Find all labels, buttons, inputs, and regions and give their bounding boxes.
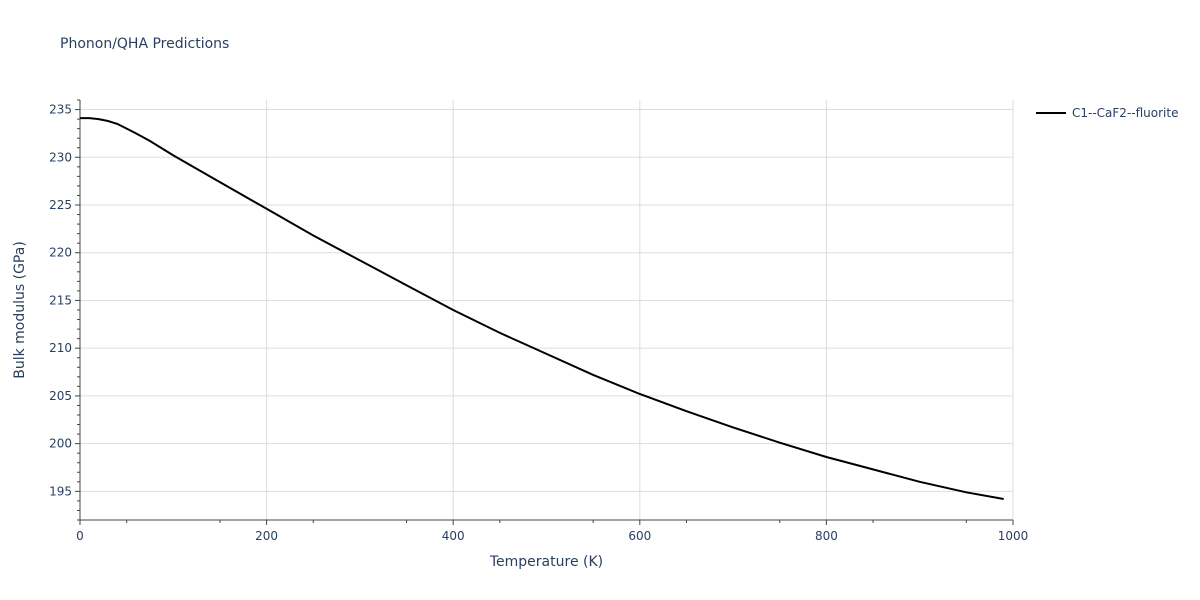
x-tick-label: 600: [628, 529, 651, 543]
y-tick-label: 200: [49, 437, 72, 451]
chart-title: Phonon/QHA Predictions: [60, 36, 230, 52]
y-tick-label: 235: [49, 103, 72, 117]
grid-layer: [80, 100, 1014, 520]
y-tick-label: 225: [49, 198, 72, 212]
y-tick-label: 230: [49, 150, 72, 164]
series-line: [80, 117, 1004, 500]
x-tick-label: 400: [442, 529, 465, 543]
y-tick-label: 220: [49, 246, 72, 260]
x-tick-label: 1000: [998, 529, 1029, 543]
x-tick-label: 800: [815, 529, 838, 543]
series-layer: [80, 117, 1004, 500]
y-tick-label: 195: [49, 484, 72, 498]
x-axis-title: Temperature (K): [489, 554, 604, 570]
x-tick-label: 200: [255, 529, 278, 543]
y-axis-title: Bulk modulus (GPa): [12, 241, 28, 379]
y-tick-label: 215: [49, 293, 72, 307]
legend-swatch: [1036, 112, 1066, 114]
legend[interactable]: C1--CaF2--fluorite: [1036, 106, 1178, 120]
legend-label: C1--CaF2--fluorite: [1072, 106, 1179, 120]
y-tick-label: 210: [49, 341, 72, 355]
y-tick-label: 205: [49, 389, 72, 403]
x-tick-label: 0: [76, 529, 84, 543]
axis-layer: 0 200 400 600 800 1000 195 200 205 210 215 220 225 23…: [49, 99, 1029, 543]
